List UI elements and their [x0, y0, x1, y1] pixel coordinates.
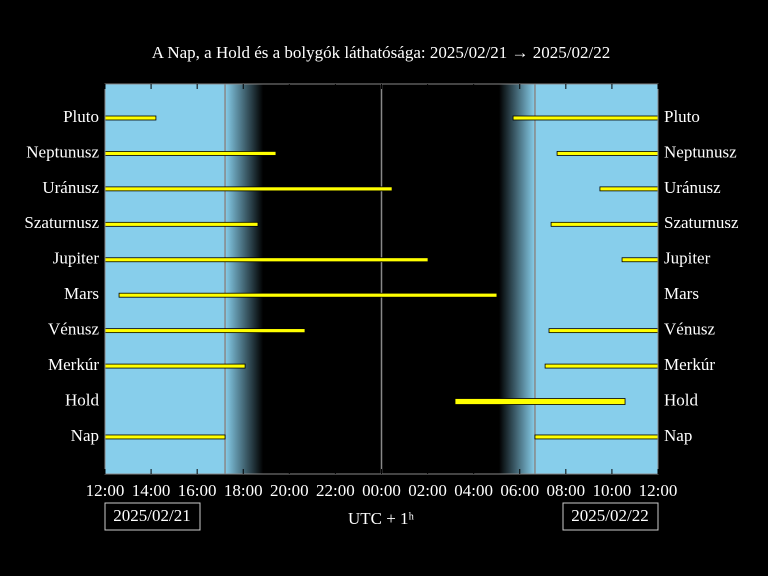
- row-label: Mars: [64, 284, 99, 303]
- visibility-bar: [104, 115, 157, 121]
- row-label: Nap: [71, 426, 99, 445]
- row-label: Mars: [664, 284, 699, 303]
- visibility-bar: [544, 363, 659, 369]
- x-tick-label: 00:00: [362, 481, 401, 500]
- x-tick-label: 22:00: [316, 481, 355, 500]
- chart-title: A Nap, a Hold és a bolygók láthatósága: …: [152, 43, 610, 62]
- x-tick-label: 12:00: [639, 481, 678, 500]
- row-label: Jupiter: [664, 249, 711, 268]
- row-label: Uránusz: [42, 178, 99, 197]
- x-tick-label: 14:00: [132, 481, 171, 500]
- visibility-bar: [118, 292, 498, 298]
- row-label: Uránusz: [664, 178, 721, 197]
- visibility-bar: [104, 257, 429, 263]
- visibility-bar: [454, 398, 626, 405]
- row-label: Hold: [664, 390, 699, 409]
- x-tick-label: 06:00: [500, 481, 539, 500]
- start-date: 2025/02/21: [113, 506, 190, 525]
- row-label: Szaturnusz: [24, 213, 99, 232]
- row-label: Hold: [65, 390, 100, 409]
- visibility-bar: [548, 328, 659, 334]
- x-tick-label: 02:00: [408, 481, 447, 500]
- day: [534, 84, 658, 474]
- end-date: 2025/02/22: [571, 506, 648, 525]
- row-label: Neptunusz: [26, 142, 99, 161]
- x-tick-label: 04:00: [454, 481, 493, 500]
- row-label: Pluto: [63, 107, 99, 126]
- row-label: Nap: [664, 426, 692, 445]
- visibility-bar: [104, 151, 277, 156]
- row-label: Pluto: [664, 107, 700, 126]
- row-label: Jupiter: [53, 249, 100, 268]
- x-tick-label: 10:00: [593, 481, 632, 500]
- x-axis-label: UTC + 1ʰ: [348, 509, 415, 528]
- x-tick-label: 12:00: [86, 481, 125, 500]
- visibility-bar: [621, 257, 659, 263]
- visibility-bar: [599, 186, 659, 192]
- row-label: Neptunusz: [664, 142, 737, 161]
- visibility-bar: [104, 186, 393, 192]
- row-label: Vénusz: [664, 320, 715, 339]
- x-tick-label: 16:00: [178, 481, 217, 500]
- visibility-bar: [104, 221, 259, 227]
- visibility-bar: [104, 328, 306, 334]
- date-box: [104, 502, 201, 531]
- dawn: [499, 84, 535, 474]
- dusk: [225, 84, 264, 474]
- visibility-bar: [512, 115, 659, 121]
- date-box: [562, 502, 659, 531]
- x-tick-label: 20:00: [270, 481, 309, 500]
- visibility-bar: [550, 221, 659, 227]
- visibility-bar: [534, 434, 659, 440]
- row-label: Merkúr: [48, 355, 99, 374]
- row-label: Szaturnusz: [664, 213, 739, 232]
- x-tick-label: 08:00: [546, 481, 585, 500]
- row-label: Vénusz: [48, 320, 99, 339]
- row-label: Merkúr: [664, 355, 715, 374]
- visibility-bar: [104, 434, 226, 440]
- x-tick-label: 18:00: [224, 481, 263, 500]
- visibility-bar: [556, 151, 659, 156]
- day: [105, 84, 226, 474]
- visibility-bar: [104, 363, 246, 369]
